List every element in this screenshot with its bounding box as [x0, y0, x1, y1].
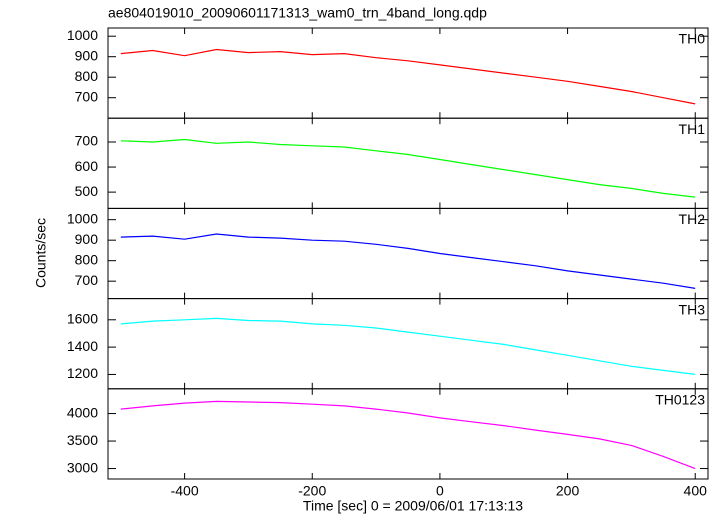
panel-label: TH3 — [679, 301, 706, 317]
x-tick-label: -200 — [298, 483, 326, 499]
data-line — [120, 317, 696, 375]
chart-title: ae804019010_20090601171313_wam0_trn_4ban… — [108, 5, 487, 21]
data-line — [120, 400, 696, 470]
panel-frame — [107, 117, 709, 209]
data-line — [120, 233, 696, 289]
x-axis-label: Time [sec] 0 = 2009/06/01 17:13:13 — [303, 498, 523, 514]
panel-frame — [107, 27, 709, 119]
panel-frame — [107, 207, 709, 300]
data-line — [120, 48, 696, 105]
y-tick-label: 3500 — [67, 432, 98, 448]
panel-label: TH0123 — [655, 392, 705, 408]
y-tick-label: 4000 — [67, 404, 98, 420]
y-axis-label: Counts/sec — [33, 218, 49, 288]
y-tick-label: 3000 — [67, 459, 98, 475]
y-tick-label: 700 — [75, 272, 99, 288]
y-tick-label: 900 — [75, 231, 99, 247]
y-tick-label: 1000 — [67, 210, 98, 226]
y-tick-label: 1000 — [67, 27, 98, 43]
y-tick-label: 900 — [75, 47, 99, 63]
panel-label: TH2 — [679, 211, 706, 227]
y-tick-label: 800 — [75, 251, 99, 267]
y-tick-label: 1200 — [67, 365, 98, 381]
y-tick-label: 600 — [75, 158, 99, 174]
panel-frame — [107, 298, 709, 390]
y-tick-label: 700 — [75, 88, 99, 104]
data-line — [120, 138, 696, 198]
x-tick-label: 400 — [684, 483, 708, 499]
panel-label: TH0 — [679, 31, 706, 47]
x-tick-label: 0 — [436, 483, 444, 499]
y-tick-label: 1400 — [67, 338, 98, 354]
x-tick-label: 200 — [556, 483, 580, 499]
y-tick-label: 1600 — [67, 310, 98, 326]
panel-frame — [107, 388, 709, 480]
x-tick-label: -400 — [171, 483, 199, 499]
y-tick-label: 800 — [75, 68, 99, 84]
y-tick-label: 500 — [75, 183, 99, 199]
panel-label: TH1 — [679, 121, 706, 137]
y-tick-label: 700 — [75, 133, 99, 149]
